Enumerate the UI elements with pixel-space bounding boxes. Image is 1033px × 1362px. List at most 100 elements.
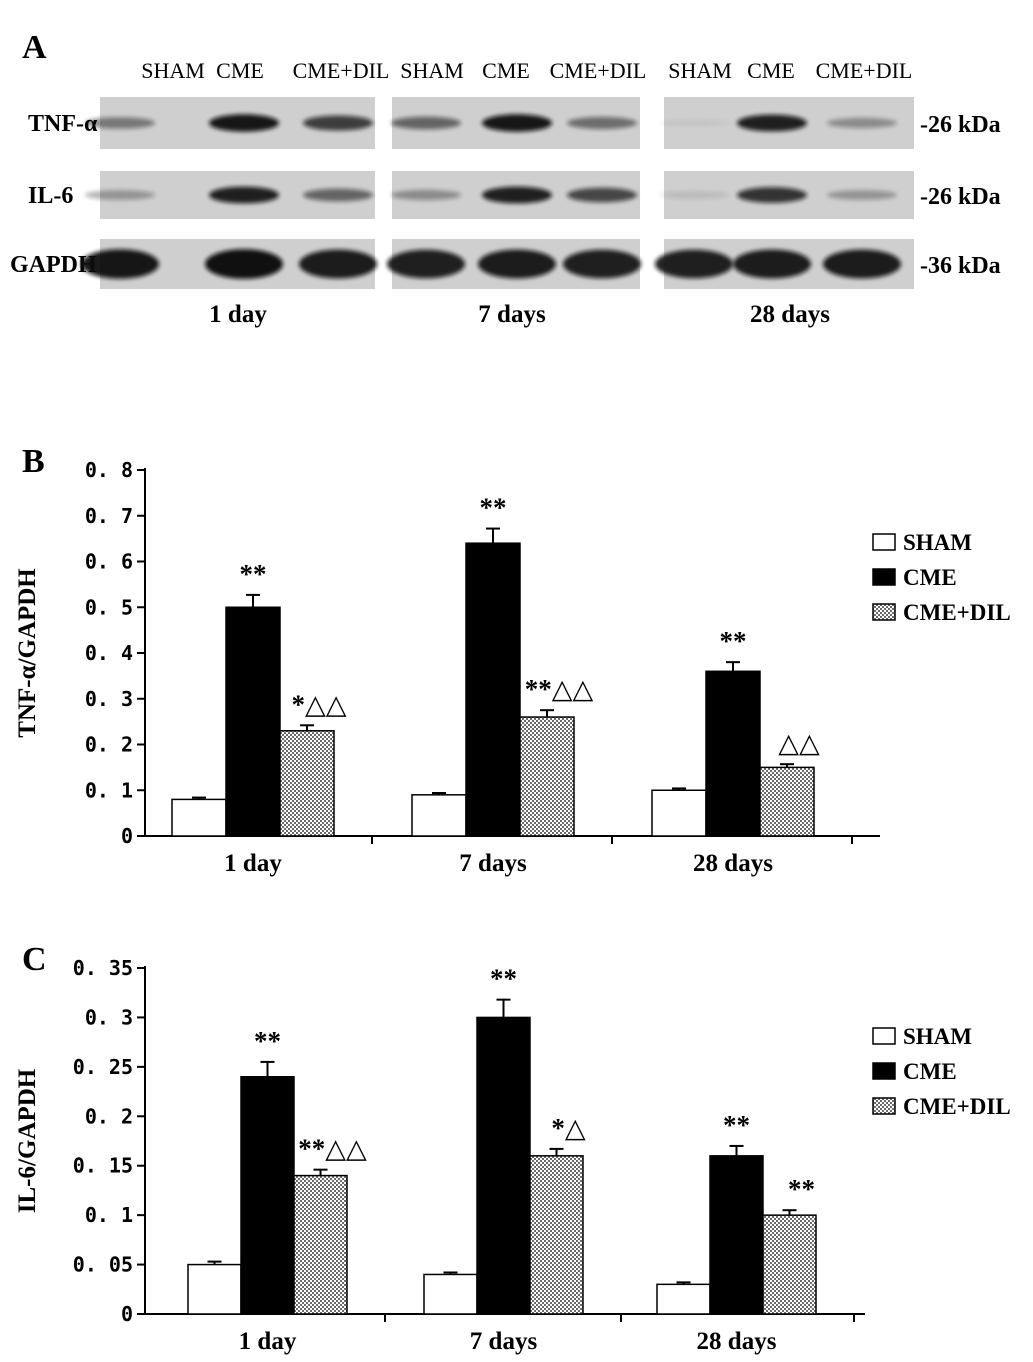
bar-cme [705, 670, 761, 837]
y-tick-label: 0. 6 [85, 550, 133, 574]
y-tick-label: 0. 3 [85, 1005, 133, 1029]
y-tick-label: 0. 7 [85, 504, 133, 528]
bar-sham [656, 1283, 711, 1315]
blot-band [303, 188, 373, 202]
lane-header: CME [216, 58, 264, 83]
blot-band [209, 114, 279, 132]
legend-swatch [872, 1062, 896, 1080]
significance-marker: ** [254, 1026, 281, 1056]
significance-marker: △△ [778, 728, 820, 758]
blot-band [823, 249, 901, 279]
y-axis-label: TNF-α/GAPDH [14, 568, 41, 738]
y-tick-label: 0. 8 [85, 458, 133, 482]
y-tick-label: 0. 15 [73, 1154, 133, 1178]
blot-band [737, 187, 807, 203]
y-tick-label: 0. 2 [85, 1104, 133, 1128]
lane-header: CME [747, 58, 795, 83]
blot-band [85, 117, 155, 129]
lane-header: SHAM [668, 58, 732, 83]
lane-header: SHAM [141, 58, 205, 83]
x-tick-label: 7 days [459, 850, 527, 877]
legend-entry: SHAM [903, 530, 972, 555]
blot-band [567, 116, 637, 130]
significance-marker: ** [480, 493, 507, 523]
blot-band [567, 187, 637, 203]
bar-cme-dil [759, 766, 815, 837]
blot-band [659, 119, 729, 127]
legend-swatch [872, 1097, 896, 1115]
blot-band [387, 249, 465, 279]
blot-band [85, 190, 155, 200]
lane-header: CME [482, 58, 530, 83]
significance-marker: ** [720, 626, 747, 656]
tnf-alpha-bar-chart: B 0 0. 1 0. 2 0. 3 0. 4 0. 5 0. 6 0. 7 0. 8 TNF-α/… [14, 443, 1011, 877]
il6-bar-chart: C 0 0. 05 0. 1 0. 15 0. 2 0. 25 0. 3 0. 35 IL-6/G… [14, 941, 1011, 1355]
panel-a-label: A [22, 29, 47, 66]
y-axis-label: IL-6/GAPDH [14, 1068, 41, 1213]
blot-band [391, 189, 461, 201]
significance-marker: *△ [551, 1113, 586, 1143]
significance-marker: ** [723, 1110, 750, 1140]
bar-cme-dil [519, 716, 575, 837]
molecular-weight-label: -36 kDa [920, 253, 1001, 279]
bar-cme-dil [279, 730, 335, 837]
y-tick-label: 0. 35 [73, 956, 133, 980]
blot-band [482, 186, 552, 204]
bar-sham [423, 1273, 478, 1315]
y-tick-label: 0 [121, 1302, 133, 1326]
blot-band [827, 117, 897, 129]
x-tick-label: 28 days [697, 1328, 777, 1355]
significance-marker: ** [240, 559, 267, 589]
panel-label: C [22, 941, 47, 978]
bar-sham [411, 794, 467, 837]
time-point-label: 28 days [750, 301, 830, 328]
bar-cme-dil [762, 1214, 817, 1315]
bar-sham [651, 789, 707, 837]
lane-header: SHAM [400, 58, 464, 83]
blot-band [655, 249, 733, 279]
legend-entry: CME+DIL [903, 600, 1011, 625]
bar-cme-dil [529, 1155, 584, 1315]
y-tick-label: 0. 1 [85, 1203, 133, 1227]
blot-band [205, 249, 283, 279]
blot-band [733, 249, 811, 279]
significance-marker: **△△ [298, 1134, 367, 1164]
molecular-weight-label: -26 kDa [920, 184, 1001, 210]
bar-cme [709, 1155, 764, 1315]
blot-band [563, 249, 641, 279]
legend-entry: CME [903, 1059, 957, 1084]
bar-sham [171, 798, 227, 837]
legend-entry: CME+DIL [903, 1094, 1011, 1119]
blot-row-label: IL-6 [28, 183, 73, 209]
blot-band [478, 249, 556, 279]
significance-marker: *△△ [291, 689, 346, 719]
blot-band [391, 116, 461, 130]
y-tick-label: 0. 1 [85, 778, 133, 802]
x-tick-label: 1 day [239, 1328, 297, 1355]
significance-marker: ** [490, 964, 517, 994]
x-tick-label: 7 days [470, 1328, 538, 1355]
y-tick-label: 0. 2 [85, 733, 133, 757]
bar-cme-dil [293, 1174, 348, 1315]
x-tick-label: 1 day [224, 850, 282, 877]
legend-swatch [872, 533, 896, 551]
lane-header: CME+DIL [816, 58, 913, 83]
lane-header: CME+DIL [550, 58, 647, 83]
blot-band [209, 186, 279, 204]
legend-swatch [872, 1027, 896, 1045]
significance-marker: **△△ [525, 674, 594, 704]
blot-band [659, 191, 729, 199]
blot-band [303, 115, 373, 131]
molecular-weight-label: -26 kDa [920, 112, 1001, 138]
bar-cme [225, 606, 281, 837]
lane-header: CME+DIL [293, 58, 390, 83]
blot-band [81, 249, 159, 279]
bar-cme [476, 1016, 531, 1315]
legend-swatch [872, 568, 896, 586]
time-point-label: 7 days [478, 301, 546, 328]
y-tick-label: 0 [121, 824, 133, 848]
legend-entry: SHAM [903, 1024, 972, 1049]
western-blot-panel: A SHAM CME CME+DIL SHAM CME CME+DIL SHAM CME CME+… [10, 29, 1001, 328]
x-tick-label: 28 days [693, 850, 773, 877]
